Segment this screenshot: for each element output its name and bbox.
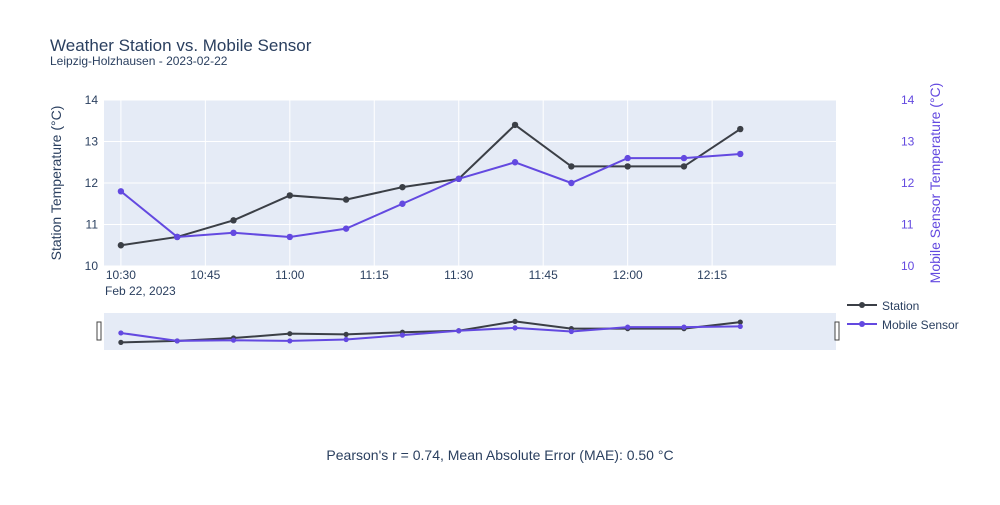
data-point-mobile-sensor bbox=[230, 229, 237, 236]
data-point-mobile-sensor bbox=[568, 179, 575, 187]
slider-point-station bbox=[118, 339, 124, 345]
slider-point-mobile-sensor bbox=[230, 337, 237, 343]
x-date-label: Feb 22, 2023 bbox=[105, 284, 176, 298]
y-left-axis-label: Station Temperature (°C) bbox=[48, 106, 64, 261]
slider-point-mobile-sensor bbox=[118, 330, 124, 336]
x-tick-label: 11:00 bbox=[275, 268, 304, 282]
legend-item-mobile-sensor[interactable]: Mobile Sensor bbox=[847, 318, 959, 332]
data-point-station bbox=[624, 163, 631, 170]
slider-point-mobile-sensor bbox=[343, 336, 349, 343]
slider-point-mobile-sensor bbox=[399, 332, 406, 338]
slider-line-mobile-sensor bbox=[120, 325, 741, 342]
y-right-tick-label: 12 bbox=[901, 176, 915, 190]
slider-point-station bbox=[512, 318, 518, 324]
data-point-mobile-sensor bbox=[286, 233, 294, 241]
y-gridlines bbox=[104, 99, 836, 267]
slider-point-mobile-sensor bbox=[625, 324, 631, 330]
data-point-station bbox=[737, 125, 744, 133]
y-left-tick-label: 14 bbox=[85, 93, 99, 107]
y-right-tick-label: 13 bbox=[901, 135, 915, 149]
y-left-tick-label: 12 bbox=[85, 176, 99, 190]
data-point-station bbox=[399, 183, 406, 191]
data-point-station bbox=[117, 242, 125, 249]
data-point-mobile-sensor bbox=[174, 233, 181, 241]
data-point-mobile-sensor bbox=[342, 225, 350, 232]
data-point-mobile-sensor bbox=[624, 154, 631, 162]
x-tick-label: 11:45 bbox=[529, 268, 558, 282]
x-tick-labels: 10:30 10:45 11:00 11:15 11:30 11:45 12:00 12:15 bbox=[106, 268, 728, 282]
slider-point-mobile-sensor bbox=[174, 338, 180, 344]
series-line-mobile-sensor bbox=[120, 152, 741, 238]
x-tick-label: 11:15 bbox=[360, 268, 389, 282]
data-point-mobile-sensor bbox=[511, 159, 519, 166]
legend-item-station[interactable]: Station bbox=[847, 299, 919, 313]
data-point-station bbox=[511, 121, 519, 129]
legend: Station Mobile Sensor bbox=[847, 299, 959, 332]
slider-point-mobile-sensor bbox=[568, 328, 574, 335]
series-line-station bbox=[120, 123, 741, 247]
y-left-tick-label: 13 bbox=[85, 135, 99, 149]
x-tick-label: 10:45 bbox=[190, 268, 220, 282]
data-point-mobile-sensor bbox=[680, 154, 688, 162]
x-tick-label: 11:30 bbox=[444, 268, 473, 282]
data-point-station bbox=[568, 163, 575, 170]
data-point-mobile-sensor bbox=[737, 150, 744, 158]
data-point-mobile-sensor bbox=[455, 175, 462, 183]
slider-point-station bbox=[343, 331, 349, 337]
legend-label-station: Station bbox=[882, 299, 919, 313]
chart-title: Weather Station vs. Mobile Sensor bbox=[50, 36, 312, 55]
x-tick-label: 12:00 bbox=[613, 268, 643, 282]
rangeslider-left-handle[interactable] bbox=[96, 321, 102, 341]
rangeslider-series bbox=[118, 318, 743, 345]
rangeslider-right-handle[interactable] bbox=[834, 321, 840, 341]
y-right-tick-label: 11 bbox=[901, 218, 914, 232]
slider-point-mobile-sensor bbox=[512, 325, 518, 331]
data-point-station bbox=[342, 196, 350, 203]
slider-point-mobile-sensor bbox=[681, 324, 687, 330]
slider-point-mobile-sensor bbox=[287, 338, 293, 344]
slider-point-station bbox=[737, 319, 743, 325]
y-right-axis-label: Mobile Sensor Temperature (°C) bbox=[927, 83, 943, 284]
data-point-station bbox=[286, 192, 294, 199]
x-tick-label: 10:30 bbox=[106, 268, 136, 282]
main-plot-series bbox=[117, 121, 744, 249]
slider-point-mobile-sensor bbox=[737, 323, 743, 330]
stats-footer: Pearson's r = 0.74, Mean Absolute Error … bbox=[326, 447, 673, 463]
y-left-tick-label: 10 bbox=[85, 259, 99, 273]
slider-line-station bbox=[120, 320, 741, 344]
data-point-mobile-sensor bbox=[399, 200, 406, 207]
y-left-tick-label: 11 bbox=[86, 218, 99, 232]
legend-label-mobile-sensor: Mobile Sensor bbox=[882, 318, 959, 332]
data-point-mobile-sensor bbox=[117, 188, 125, 195]
y-right-tick-label: 14 bbox=[901, 93, 915, 107]
y-left-tick-labels: 10 11 12 13 14 bbox=[85, 93, 99, 273]
rangeslider-background[interactable] bbox=[104, 313, 836, 350]
y-right-tick-labels: 10 11 12 13 14 bbox=[901, 93, 915, 273]
slider-point-station bbox=[287, 331, 293, 337]
x-tick-label: 12:15 bbox=[697, 268, 727, 282]
y-right-tick-label: 10 bbox=[901, 259, 915, 273]
data-point-station bbox=[680, 163, 688, 170]
slider-point-mobile-sensor bbox=[456, 328, 462, 334]
data-point-station bbox=[230, 217, 237, 224]
chart-subtitle: Leipzig-Holzhausen - 2023-02-22 bbox=[50, 54, 228, 68]
